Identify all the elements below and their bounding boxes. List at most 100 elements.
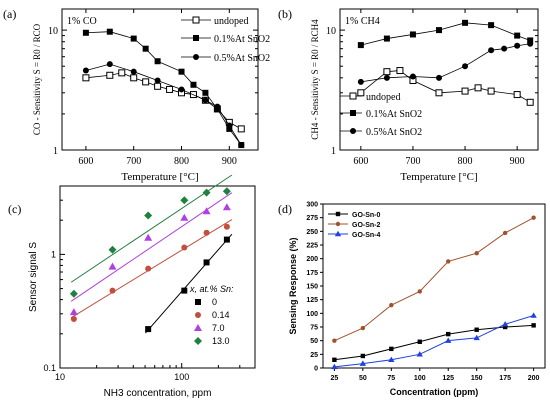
x-tick-label-d: 175 [499, 375, 511, 382]
annotation-b: 1% CH4 [345, 16, 380, 27]
data-point-c-0 [223, 236, 230, 243]
data-point-a-0 [237, 125, 245, 133]
data-point-c-3 [144, 211, 153, 220]
legend-label-d: GO-Sn-0 [352, 212, 380, 219]
data-point-c-2 [202, 207, 211, 215]
data-point-d-1 [360, 325, 366, 331]
y-tick-label-d: 250 [306, 229, 318, 236]
y-axis-label-c: Sensor signal S [28, 242, 39, 312]
data-point-c-2 [69, 308, 78, 316]
data-point-b-2 [436, 74, 442, 81]
data-point-c-1 [181, 244, 188, 251]
data-point-c-0 [145, 326, 152, 333]
data-point-d-1 [417, 289, 422, 294]
data-point-c-3 [222, 187, 231, 196]
x-tick-label-d: 125 [442, 375, 454, 382]
x-tick-label-a: 800 [174, 156, 189, 167]
data-point-c-1 [70, 315, 77, 322]
data-point-a-0 [130, 74, 138, 82]
legend-marker-c [195, 299, 201, 305]
legend-label-d: GO-Sn-4 [352, 232, 380, 239]
data-point-b-2 [462, 63, 469, 70]
series-line-a-1 [85, 31, 242, 146]
y-tick-label-d: 0 [314, 366, 318, 373]
data-point-d-0 [474, 327, 479, 332]
x-tick-label-d: 50 [359, 375, 367, 382]
annotation-a: 1% CO [67, 16, 97, 27]
plot-frame-b [339, 8, 539, 151]
data-point-d-0 [389, 346, 394, 352]
data-point-c-1 [203, 229, 210, 236]
panel-label-a: (a) [3, 7, 16, 21]
y-tick-label-d: 175 [306, 270, 318, 277]
y-tick-label-a: 1 [53, 146, 58, 157]
data-point-d-1 [531, 215, 536, 220]
data-point-b-1 [514, 32, 521, 39]
data-point-c-0 [203, 259, 210, 266]
data-point-b-2 [514, 42, 521, 49]
legend-label-d: GO-Sn-2 [352, 222, 380, 229]
data-point-b-0 [357, 89, 365, 97]
legend-marker-d [335, 211, 341, 217]
legend-label-b: undoped [366, 92, 400, 103]
x-tick-label-d: 25 [330, 375, 338, 382]
y-tick-label-d: 225 [306, 243, 318, 250]
x-tick-label-c: 10 [55, 372, 65, 382]
y-tick-label-b: 10 [326, 26, 336, 37]
legend-marker-b [349, 92, 357, 100]
data-point-d-2 [331, 363, 338, 370]
series-line-a-0 [85, 72, 242, 130]
legend-marker-c [194, 324, 202, 331]
legend-label-a: undoped [214, 16, 248, 27]
y-tick-label-d: 275 [306, 215, 318, 222]
legend-marker-c [194, 337, 202, 345]
data-point-d-1 [389, 302, 394, 308]
fit-line-c-1 [70, 219, 233, 319]
series-line-d-1 [334, 217, 534, 342]
y-tick-label-d: 125 [306, 297, 318, 304]
data-point-a-2 [154, 77, 161, 84]
data-point-c-2 [180, 213, 189, 221]
data-point-b-0 [461, 87, 469, 95]
x-tick-label-d: 100 [414, 375, 426, 382]
plot-frame-c [59, 185, 256, 369]
x-axis-label-a: Temperature [°C] [121, 171, 198, 183]
data-point-a-1 [226, 125, 233, 132]
legend-marker-a [192, 16, 200, 24]
series-line-d-0 [334, 324, 534, 361]
y-tick-label-d: 150 [306, 284, 318, 291]
data-point-b-1 [462, 19, 469, 26]
data-point-d-2 [530, 312, 537, 318]
legend-label-a: 0.1%At SnO2 [214, 34, 270, 45]
data-point-c-2 [222, 203, 231, 211]
data-point-d-2 [501, 321, 509, 327]
data-point-d-2 [359, 360, 367, 366]
data-point-a-1 [130, 35, 137, 42]
y-tick-label-c: 1 [51, 249, 56, 259]
legend-label-a: 0.5%At SnO2 [214, 53, 270, 64]
x-tick-label-b: 600 [353, 156, 368, 167]
series-line-d-2 [334, 315, 534, 368]
series-line-b-0 [360, 70, 531, 103]
y-tick-label-d: 300 [306, 202, 318, 209]
data-point-d-0 [360, 353, 366, 359]
fit-line-c-0 [145, 233, 233, 334]
data-point-d-1 [502, 230, 508, 236]
data-point-a-0 [154, 82, 162, 90]
data-point-b-2 [488, 47, 495, 54]
x-tick-label-b: 700 [405, 156, 420, 167]
legend-label-c: 0 [212, 297, 217, 307]
legend-marker-b [350, 110, 356, 116]
data-point-d-2 [388, 356, 395, 362]
data-point-b-1 [357, 42, 364, 49]
data-point-d-2 [416, 351, 423, 357]
data-point-d-2 [473, 334, 480, 341]
panel-label-c: (c) [8, 202, 21, 216]
data-point-d-0 [417, 339, 422, 344]
data-point-c-3 [202, 188, 211, 197]
legend-marker-a [193, 35, 199, 41]
data-point-b-2 [409, 73, 416, 80]
panel-label-d: (d) [278, 202, 292, 216]
y-axis-label-d: Sensing Response (%) [288, 237, 298, 334]
